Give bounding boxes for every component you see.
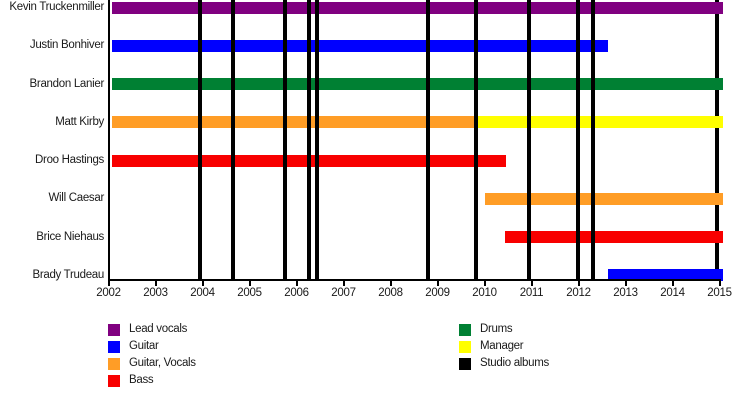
member-label-will-caesar: Will Caesar — [48, 192, 105, 205]
x-tick-label-2007: 2007 — [331, 287, 356, 299]
legend-item-guitar: Guitar — [108, 340, 328, 353]
x-tick-2014 — [671, 281, 674, 286]
x-tick-2013 — [624, 281, 627, 286]
legend-label-bass: Bass — [129, 374, 154, 387]
member-label-droo-hastings: Droo Hastings — [35, 154, 104, 167]
x-tick-label-2013: 2013 — [613, 287, 638, 299]
member-label-justin-bonhiver: Justin Bonhiver — [29, 39, 104, 52]
x-tick-2010 — [483, 281, 486, 286]
x-tick-label-2009: 2009 — [425, 287, 450, 299]
x-tick-2015 — [718, 281, 721, 286]
x-tick-2008 — [389, 281, 392, 286]
legend-label-lead-vocals: Lead vocals — [129, 323, 188, 335]
bar-brandon-lanier-drums — [111, 78, 723, 91]
studio-album-line-2005-76 — [283, 0, 288, 280]
legend-swatch-guitar — [108, 340, 120, 353]
legend-label-guitar: Guitar — [129, 340, 159, 353]
legend-swatch-lead-vocals — [108, 323, 120, 336]
legend-swatch-guitar-vocals — [108, 357, 120, 370]
x-tick-label-2008: 2008 — [378, 287, 403, 299]
legend-swatch-drums — [459, 323, 471, 336]
legend-swatch-studio-albums — [459, 357, 471, 370]
bar-kevin-truckenmiller-lead-vocals — [111, 1, 723, 14]
x-axis-line — [108, 279, 721, 281]
legend-item-manager: Manager — [459, 340, 679, 353]
studio-album-line-2009-81 — [473, 0, 478, 280]
x-tick-label-2005: 2005 — [237, 287, 262, 299]
member-label-matt-kirby: Matt Kirby — [55, 115, 104, 128]
legend-label-guitar-vocals: Guitar, Vocals — [129, 357, 196, 370]
x-tick-2003 — [154, 281, 157, 286]
x-tick-label-2010: 2010 — [472, 287, 497, 299]
studio-album-line-2006-43 — [314, 0, 319, 280]
legend-label-drums: Drums — [480, 323, 513, 335]
bar-brice-niehaus-bass — [504, 231, 723, 244]
x-tick-2002 — [107, 281, 110, 286]
legend-swatch-manager — [459, 340, 471, 353]
member-label-brady-trudeau: Brady Trudeau — [32, 268, 104, 281]
legend-item-drums: Drums — [459, 323, 679, 336]
bar-justin-bonhiver-guitar — [111, 39, 608, 52]
x-tick-label-2011: 2011 — [519, 287, 544, 299]
member-label-kevin-truckenmiller: Kevin Truckenmiller — [9, 1, 104, 13]
bar-brady-trudeau-guitar — [607, 269, 723, 282]
legend-item-guitar-vocals: Guitar, Vocals — [108, 357, 328, 370]
x-tick-2007 — [342, 281, 345, 286]
y-axis-line — [108, 0, 110, 281]
studio-album-line-2008-8 — [426, 0, 431, 280]
studio-album-line-2010-95 — [527, 0, 532, 280]
bar-will-caesar-guitar-vocals — [484, 192, 723, 205]
x-tick-label-2003: 2003 — [143, 287, 168, 299]
studio-album-line-2003-95 — [198, 0, 203, 280]
x-tick-2004 — [201, 281, 204, 286]
legend-item-studio-albums: Studio albums — [459, 357, 679, 370]
x-tick-2011 — [530, 281, 533, 286]
x-tick-2012 — [577, 281, 580, 286]
x-tick-label-2015: 2015 — [707, 287, 732, 299]
member-label-brice-niehaus: Brice Niehaus — [36, 230, 104, 243]
x-tick-2006 — [295, 281, 298, 286]
legend-item-lead-vocals: Lead vocals — [108, 323, 328, 336]
x-tick-2009 — [436, 281, 439, 286]
x-tick-label-2014: 2014 — [660, 287, 685, 299]
legend-label-studio-albums: Studio albums — [480, 357, 549, 370]
x-tick-label-2012: 2012 — [566, 287, 591, 299]
studio-album-line-2006-26 — [306, 0, 311, 280]
member-label-brandon-lanier: Brandon Lanier — [29, 77, 105, 90]
x-tick-label-2002: 2002 — [96, 287, 121, 299]
x-tick-2005 — [248, 281, 251, 286]
x-tick-label-2004: 2004 — [190, 287, 215, 299]
studio-album-line-2011-99 — [576, 0, 581, 280]
bar-matt-kirby-guitar-vocals — [111, 116, 476, 129]
studio-album-line-2012-31 — [591, 0, 596, 280]
legend-swatch-bass — [108, 374, 120, 387]
legend-item-bass: Bass — [108, 374, 328, 387]
studio-album-line-2014-94 — [714, 0, 719, 280]
studio-album-line-2004-64 — [230, 0, 235, 280]
bar-matt-kirby-manager — [475, 116, 723, 129]
x-tick-label-2006: 2006 — [284, 287, 309, 299]
legend-label-manager: Manager — [480, 340, 524, 353]
